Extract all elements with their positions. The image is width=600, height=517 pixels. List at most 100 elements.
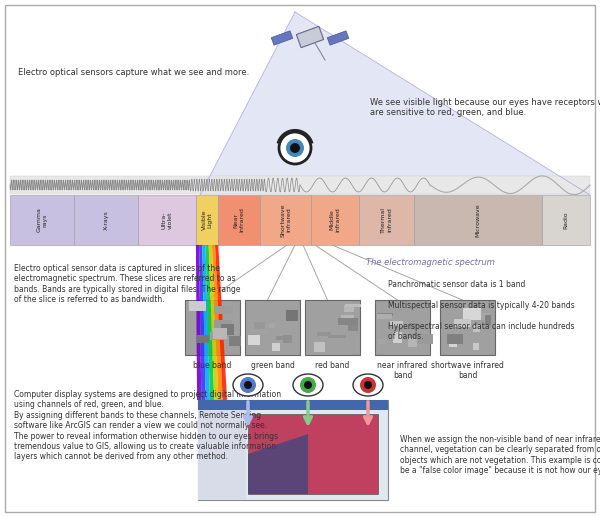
Bar <box>272 343 280 351</box>
Text: near infrared
band: near infrared band <box>377 361 428 381</box>
Circle shape <box>290 143 300 153</box>
Polygon shape <box>248 434 308 494</box>
Text: When we assign the non-visible band of near infrared to the red
channel, vegetat: When we assign the non-visible band of n… <box>400 435 600 475</box>
Bar <box>213 328 227 339</box>
Ellipse shape <box>233 374 263 396</box>
Bar <box>296 26 323 48</box>
Bar <box>414 334 433 344</box>
Bar <box>454 320 472 327</box>
Text: shortwave infrared
band: shortwave infrared band <box>431 361 504 381</box>
Polygon shape <box>215 245 227 400</box>
Bar <box>218 195 260 245</box>
Bar <box>440 300 495 355</box>
Polygon shape <box>209 245 218 400</box>
Bar <box>409 323 417 329</box>
Bar <box>327 31 349 45</box>
Bar <box>254 322 265 329</box>
Circle shape <box>360 377 376 393</box>
Polygon shape <box>212 245 223 400</box>
Circle shape <box>364 381 372 389</box>
Bar <box>328 335 346 338</box>
Bar <box>344 305 353 312</box>
Ellipse shape <box>293 374 323 396</box>
Bar <box>245 300 300 355</box>
Bar <box>196 195 218 245</box>
Bar <box>408 338 417 347</box>
Circle shape <box>240 377 256 393</box>
Bar <box>271 31 293 45</box>
Bar <box>248 335 260 345</box>
Polygon shape <box>199 245 206 400</box>
Text: red band: red band <box>316 361 350 370</box>
Text: Microwave: Microwave <box>475 203 481 237</box>
Bar <box>185 300 240 355</box>
Text: Panchromatic sensor data is 1 band

Multispectral sensor data is typically 4-20 : Panchromatic sensor data is 1 band Multi… <box>388 280 575 341</box>
Bar <box>74 195 138 245</box>
Text: Near
Infrared: Near Infrared <box>234 207 245 233</box>
Text: Ultra-
violet: Ultra- violet <box>161 211 172 229</box>
Text: Radio: Radio <box>563 211 568 229</box>
Bar <box>189 301 206 311</box>
Circle shape <box>279 132 311 164</box>
Polygon shape <box>205 245 214 400</box>
Bar <box>542 195 590 245</box>
Bar <box>197 335 209 343</box>
Bar <box>305 300 360 355</box>
Bar <box>463 308 481 320</box>
Bar <box>214 320 232 331</box>
Polygon shape <box>200 12 590 195</box>
Text: Thermal
infrared: Thermal infrared <box>381 207 392 233</box>
Circle shape <box>286 139 304 157</box>
Bar <box>311 195 359 245</box>
Circle shape <box>304 381 312 389</box>
Bar <box>209 332 224 340</box>
Bar <box>317 331 331 336</box>
Bar <box>378 339 385 344</box>
Bar <box>248 414 378 494</box>
Bar <box>286 310 298 321</box>
Bar <box>375 300 430 355</box>
Bar <box>485 315 491 325</box>
Bar <box>377 314 392 320</box>
Bar <box>377 313 393 316</box>
Bar <box>449 344 457 347</box>
Bar <box>338 318 358 325</box>
Bar <box>138 195 196 245</box>
Bar <box>390 321 403 326</box>
FancyBboxPatch shape <box>198 400 388 500</box>
Bar <box>275 336 286 340</box>
Text: The electromagnetic spectrum: The electromagnetic spectrum <box>365 258 494 267</box>
Bar <box>345 304 361 307</box>
Bar <box>481 313 489 320</box>
Polygon shape <box>196 245 202 400</box>
Bar <box>229 336 241 346</box>
Bar <box>283 334 292 343</box>
Polygon shape <box>202 245 210 400</box>
Bar <box>198 410 246 500</box>
Text: Computer display systems are designed to project digital information
using chann: Computer display systems are designed to… <box>14 390 281 461</box>
Bar <box>269 323 275 328</box>
Text: Electro optical sensor data is captured in slices of the
electromagnetic spectru: Electro optical sensor data is captured … <box>14 264 241 304</box>
Circle shape <box>300 377 316 393</box>
Bar <box>260 195 311 245</box>
Bar <box>214 307 233 314</box>
Text: Visible
Light: Visible Light <box>202 210 212 230</box>
Bar <box>394 332 403 343</box>
Circle shape <box>244 381 252 389</box>
Text: We see visible light because our eyes have receptors which
are sensitive to red,: We see visible light because our eyes ha… <box>370 98 600 117</box>
Bar <box>446 334 463 343</box>
Text: blue band: blue band <box>193 361 232 370</box>
Text: Electro optical sensors capture what we see and more.: Electro optical sensors capture what we … <box>18 68 249 77</box>
Text: X-rays: X-rays <box>104 210 109 230</box>
Bar <box>314 342 325 352</box>
Ellipse shape <box>353 374 383 396</box>
Bar <box>341 315 355 318</box>
Bar <box>473 325 479 332</box>
Text: Gamma
rays: Gamma rays <box>37 207 47 233</box>
Bar <box>473 343 479 350</box>
Bar <box>251 324 267 332</box>
Bar <box>10 195 74 245</box>
Text: Shortwave
infrared: Shortwave infrared <box>280 203 291 237</box>
Bar <box>359 195 414 245</box>
Bar <box>221 324 234 335</box>
